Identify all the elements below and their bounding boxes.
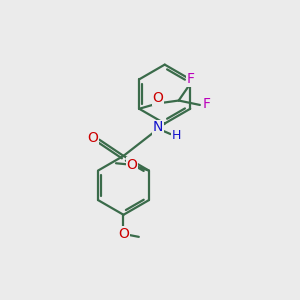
Text: H: H <box>172 129 182 142</box>
Text: O: O <box>127 158 137 172</box>
Text: F: F <box>187 72 194 86</box>
Text: O: O <box>153 92 164 106</box>
Text: O: O <box>87 131 98 145</box>
Text: N: N <box>153 120 164 134</box>
Text: O: O <box>118 227 129 241</box>
Text: F: F <box>202 98 210 111</box>
